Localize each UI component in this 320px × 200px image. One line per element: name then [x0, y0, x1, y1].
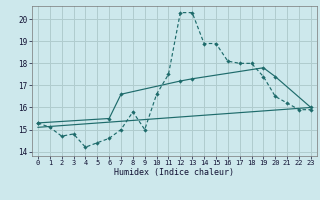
X-axis label: Humidex (Indice chaleur): Humidex (Indice chaleur)	[115, 168, 234, 177]
